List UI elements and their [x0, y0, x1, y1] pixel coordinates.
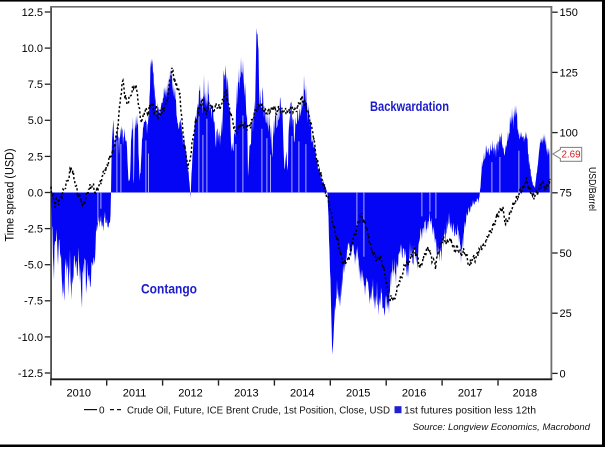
svg-text:75: 75	[560, 188, 572, 200]
svg-text:150: 150	[560, 7, 578, 19]
svg-text:5.0: 5.0	[28, 115, 43, 127]
svg-text:2015: 2015	[346, 388, 370, 400]
svg-text:2011: 2011	[123, 388, 147, 400]
svg-text:-12.5: -12.5	[18, 368, 43, 380]
svg-text:Crude Oil, Future, ICE Brent C: Crude Oil, Future, ICE Brent Crude, 1st …	[127, 406, 390, 417]
svg-text:125: 125	[560, 67, 578, 79]
svg-text:-10.0: -10.0	[18, 332, 43, 344]
svg-text:2017: 2017	[458, 388, 482, 400]
svg-text:2.69: 2.69	[561, 150, 580, 161]
svg-text:USD/Barrel: USD/Barrel	[586, 167, 597, 211]
svg-text:50: 50	[560, 248, 572, 260]
svg-text:12.5: 12.5	[22, 7, 43, 19]
svg-text:2010: 2010	[67, 388, 91, 400]
svg-text:-7.5: -7.5	[24, 296, 43, 308]
svg-text:-2.5: -2.5	[24, 224, 43, 236]
svg-text:2014: 2014	[290, 388, 314, 400]
svg-text:0: 0	[99, 406, 105, 417]
svg-text:Contango: Contango	[141, 282, 197, 297]
svg-text:7.5: 7.5	[28, 79, 43, 91]
svg-text:2016: 2016	[402, 388, 426, 400]
svg-text:100: 100	[560, 128, 578, 140]
svg-text:10.0: 10.0	[22, 43, 43, 55]
svg-text:-5.0: -5.0	[24, 260, 43, 272]
svg-text:2018: 2018	[513, 388, 537, 400]
svg-text:Time spread (USD): Time spread (USD)	[5, 148, 17, 241]
svg-text:0.0: 0.0	[28, 187, 43, 199]
svg-text:2013: 2013	[234, 388, 258, 400]
svg-text:Backwardation: Backwardation	[370, 99, 449, 114]
svg-text:2012: 2012	[178, 388, 202, 400]
svg-text:1st futures position less 12th: 1st futures position less 12th	[404, 406, 536, 417]
svg-text:2.5: 2.5	[28, 151, 43, 163]
svg-text:0: 0	[560, 368, 566, 380]
svg-text:Source: Longview Economics, Ma: Source: Longview Economics, Macrobond	[413, 422, 591, 433]
svg-text:25: 25	[560, 308, 572, 320]
